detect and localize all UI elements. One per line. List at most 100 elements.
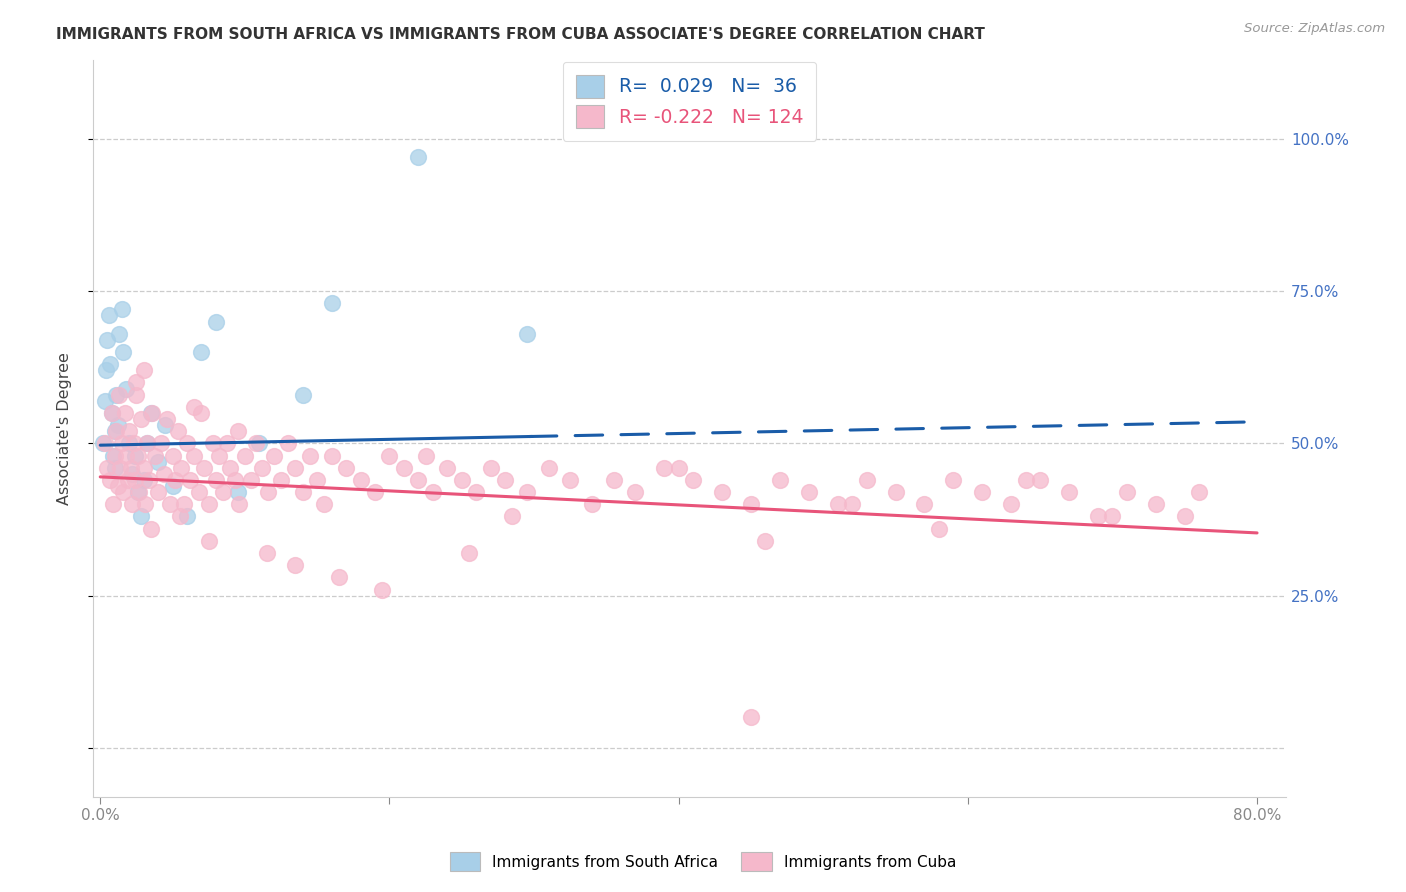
Point: [183, 449, 205, 463]
Point: [1087, 509, 1109, 524]
Point: [104, 460, 127, 475]
Point: [162, 449, 184, 463]
Point: [115, 382, 138, 396]
Point: [250, 460, 273, 475]
Point: [652, 460, 675, 475]
Point: [465, 485, 488, 500]
Point: [277, 436, 299, 450]
Point: [321, 449, 343, 463]
Point: [1015, 473, 1038, 487]
Point: [668, 460, 690, 475]
Point: [120, 460, 142, 475]
Point: [408, 150, 430, 164]
Point: [132, 460, 155, 475]
Point: [98, 357, 121, 371]
Point: [125, 376, 148, 390]
Point: [190, 345, 212, 359]
Point: [183, 400, 205, 414]
Point: [1188, 485, 1211, 500]
Point: [827, 497, 849, 511]
Point: [797, 485, 820, 500]
Point: [128, 485, 150, 500]
Point: [219, 460, 242, 475]
Point: [156, 412, 179, 426]
Point: [179, 473, 201, 487]
Point: [263, 449, 285, 463]
Point: [1029, 473, 1052, 487]
Point: [197, 533, 219, 548]
Point: [740, 710, 762, 724]
Point: [121, 467, 143, 481]
Point: [108, 326, 131, 341]
Point: [422, 485, 444, 500]
Point: [291, 387, 314, 401]
Point: [127, 449, 149, 463]
Point: [256, 546, 278, 560]
Point: [682, 473, 704, 487]
Legend: R=  0.029   N=  36, R= -0.222   N= 124: R= 0.029 N= 36, R= -0.222 N= 124: [562, 62, 817, 141]
Point: [107, 418, 129, 433]
Point: [298, 449, 321, 463]
Point: [1101, 509, 1123, 524]
Point: [94, 363, 117, 377]
Point: [247, 436, 270, 450]
Point: [415, 449, 437, 463]
Point: [112, 345, 135, 359]
Point: [122, 436, 145, 450]
Point: [193, 460, 215, 475]
Point: [494, 473, 516, 487]
Point: [349, 473, 371, 487]
Point: [176, 436, 198, 450]
Point: [124, 449, 146, 463]
Point: [169, 509, 191, 524]
Point: [138, 473, 160, 487]
Point: [107, 479, 129, 493]
Point: [110, 460, 132, 475]
Point: [115, 449, 138, 463]
Point: [129, 412, 152, 426]
Point: [205, 473, 228, 487]
Point: [96, 460, 118, 475]
Text: IMMIGRANTS FROM SOUTH AFRICA VS IMMIGRANTS FROM CUBA ASSOCIATE'S DEGREE CORRELAT: IMMIGRANTS FROM SOUTH AFRICA VS IMMIGRAN…: [56, 27, 986, 42]
Point: [165, 473, 187, 487]
Point: [458, 546, 481, 560]
Point: [111, 436, 134, 450]
Point: [284, 558, 307, 573]
Point: [91, 436, 114, 450]
Point: [132, 363, 155, 377]
Point: [125, 387, 148, 401]
Point: [233, 449, 256, 463]
Point: [114, 406, 136, 420]
Y-axis label: Associate's Degree: Associate's Degree: [58, 351, 72, 505]
Point: [103, 449, 125, 463]
Point: [155, 418, 177, 433]
Point: [118, 436, 141, 450]
Point: [135, 436, 157, 450]
Point: [450, 473, 472, 487]
Point: [378, 449, 401, 463]
Point: [501, 509, 523, 524]
Point: [127, 485, 149, 500]
Point: [117, 473, 139, 487]
Point: [132, 473, 155, 487]
Point: [581, 497, 603, 511]
Point: [208, 449, 231, 463]
Point: [228, 497, 250, 511]
Point: [516, 326, 538, 341]
Point: [187, 485, 209, 500]
Point: [364, 485, 387, 500]
Text: Source: ZipAtlas.com: Source: ZipAtlas.com: [1244, 22, 1385, 36]
Point: [135, 436, 157, 450]
Point: [537, 460, 560, 475]
Point: [146, 485, 169, 500]
Point: [134, 497, 156, 511]
Point: [197, 497, 219, 511]
Point: [328, 570, 350, 584]
Point: [139, 522, 162, 536]
Point: [101, 406, 124, 420]
Legend: Immigrants from South Africa, Immigrants from Cuba: Immigrants from South Africa, Immigrants…: [443, 847, 963, 877]
Point: [754, 533, 776, 548]
Point: [202, 436, 225, 450]
Point: [1000, 497, 1022, 511]
Point: [314, 497, 336, 511]
